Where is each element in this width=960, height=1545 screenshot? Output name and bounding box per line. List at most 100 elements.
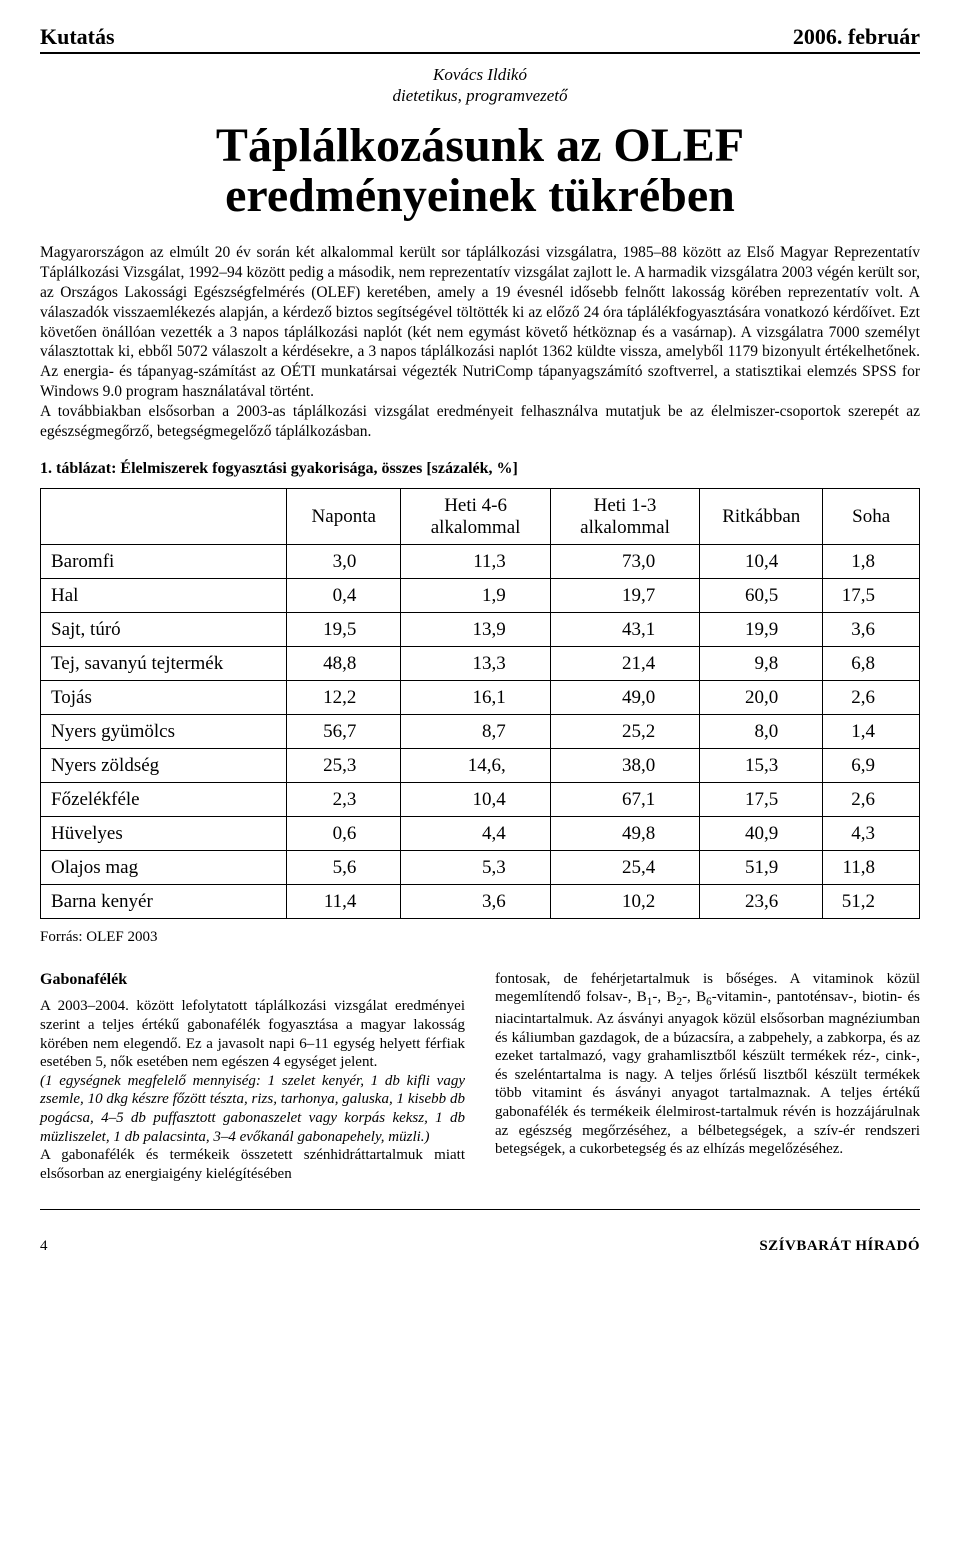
row-value: 5,6 — [287, 850, 401, 884]
table-row: Hal0,41,919,760,517,5 — [41, 578, 920, 612]
row-value: 17,5 — [700, 782, 823, 816]
table-header-cell: Soha — [823, 488, 920, 544]
issue-date: 2006. február — [793, 24, 920, 50]
row-value: 1,4 — [823, 714, 920, 748]
row-label: Baromfi — [41, 544, 287, 578]
table-header-cell: Heti 1-3alkalommal — [550, 488, 699, 544]
row-value: 20,0 — [700, 680, 823, 714]
row-value: 38,0 — [550, 748, 699, 782]
header-rule — [40, 52, 920, 54]
row-value: 56,7 — [287, 714, 401, 748]
row-value: 3,6 — [823, 612, 920, 646]
row-value: 25,3 — [287, 748, 401, 782]
row-label: Nyers zöldség — [41, 748, 287, 782]
row-value: 3,6 — [401, 884, 550, 918]
row-value: 4,3 — [823, 816, 920, 850]
table-head: NapontaHeti 4-6alkalommalHeti 1-3alkalom… — [41, 488, 920, 544]
table-row: Sajt, túró19,513,943,119,93,6 — [41, 612, 920, 646]
header-row: Kutatás 2006. február — [40, 24, 920, 50]
row-value: 4,4 — [401, 816, 550, 850]
row-value: 23,6 — [700, 884, 823, 918]
table-header-cell: Naponta — [287, 488, 401, 544]
table-row: Nyers zöldség25,314,6,38,015,36,9 — [41, 748, 920, 782]
row-value: 3,0 — [287, 544, 401, 578]
row-value: 0,6 — [287, 816, 401, 850]
row-value: 15,3 — [700, 748, 823, 782]
row-value: 2,6 — [823, 782, 920, 816]
table-row: Nyers gyümölcs56,78,725,28,01,4 — [41, 714, 920, 748]
row-value: 10,4 — [700, 544, 823, 578]
row-value: 43,1 — [550, 612, 699, 646]
left-column-heading: Gabonafélék — [40, 970, 465, 990]
table-row: Tojás12,216,149,020,02,6 — [41, 680, 920, 714]
row-value: 60,5 — [700, 578, 823, 612]
row-value: 10,4 — [401, 782, 550, 816]
row-value: 51,2 — [823, 884, 920, 918]
row-value: 11,3 — [401, 544, 550, 578]
row-value: 10,2 — [550, 884, 699, 918]
table-source: Forrás: OLEF 2003 — [40, 929, 920, 946]
row-label: Sajt, túró — [41, 612, 287, 646]
row-value: 8,0 — [700, 714, 823, 748]
left-column: Gabonafélék A 2003–2004. között lefolyta… — [40, 970, 465, 1184]
row-value: 48,8 — [287, 646, 401, 680]
row-label: Hal — [41, 578, 287, 612]
author-block: Kovács Ildikó dietetikus, programvezető — [40, 64, 920, 107]
table-row: Tej, savanyú tejtermék48,813,321,49,86,8 — [41, 646, 920, 680]
table-row: Barna kenyér11,43,610,223,651,2 — [41, 884, 920, 918]
table-row: Hüvelyes0,64,449,840,94,3 — [41, 816, 920, 850]
table-header-cell: Ritkábban — [700, 488, 823, 544]
row-value: 51,9 — [700, 850, 823, 884]
row-value: 73,0 — [550, 544, 699, 578]
two-column-section: Gabonafélék A 2003–2004. között lefolyta… — [40, 970, 920, 1184]
row-value: 49,8 — [550, 816, 699, 850]
row-value: 8,7 — [401, 714, 550, 748]
row-label: Hüvelyes — [41, 816, 287, 850]
row-value: 13,3 — [401, 646, 550, 680]
table-row: Baromfi3,011,373,010,41,8 — [41, 544, 920, 578]
author-name: Kovács Ildikó — [40, 64, 920, 85]
table-caption: 1. táblázat: Élelmiszerek fogyasztási gy… — [40, 460, 920, 478]
row-value: 2,3 — [287, 782, 401, 816]
title-line-1: Táplálkozásunk az OLEF — [216, 119, 744, 172]
title-line-2: eredményeinek tükrében — [225, 169, 735, 222]
row-value: 40,9 — [700, 816, 823, 850]
row-label: Olajos mag — [41, 850, 287, 884]
row-label: Nyers gyümölcs — [41, 714, 287, 748]
row-label: Tej, savanyú tejtermék — [41, 646, 287, 680]
row-value: 25,2 — [550, 714, 699, 748]
row-value: 1,8 — [823, 544, 920, 578]
right-column: fontosak, de fehérjetartalmuk is bőséges… — [495, 970, 920, 1184]
row-label: Főzelékféle — [41, 782, 287, 816]
left-col-p2: (1 egységnek megfelelő mennyiség: 1 szel… — [40, 1073, 465, 1145]
row-label: Barna kenyér — [41, 884, 287, 918]
row-value: 17,5 — [823, 578, 920, 612]
food-frequency-table: NapontaHeti 4-6alkalommalHeti 1-3alkalom… — [40, 488, 920, 919]
article-title: Táplálkozásunk az OLEF eredményeinek tük… — [40, 121, 920, 222]
row-value: 13,9 — [401, 612, 550, 646]
row-value: 49,0 — [550, 680, 699, 714]
left-col-p3: A gabonafélék és termékeik összetett szé… — [40, 1147, 465, 1182]
page-number: 4 — [40, 1238, 48, 1255]
table-row: Főzelékféle2,310,467,117,52,6 — [41, 782, 920, 816]
row-label: Tojás — [41, 680, 287, 714]
row-value: 6,9 — [823, 748, 920, 782]
row-value: 9,8 — [700, 646, 823, 680]
footer-rule — [40, 1209, 920, 1210]
author-role: dietetikus, programvezető — [40, 85, 920, 106]
table-row: Olajos mag5,65,325,451,911,8 — [41, 850, 920, 884]
table-header-empty — [41, 488, 287, 544]
row-value: 19,9 — [700, 612, 823, 646]
table-header-cell: Heti 4-6alkalommal — [401, 488, 550, 544]
row-value: 14,6, — [401, 748, 550, 782]
row-value: 0,4 — [287, 578, 401, 612]
row-value: 25,4 — [550, 850, 699, 884]
intro-paragraph: Magyarországon az elmúlt 20 év során két… — [40, 243, 920, 441]
row-value: 21,4 — [550, 646, 699, 680]
table-body: Baromfi3,011,373,010,41,8Hal0,41,919,760… — [41, 544, 920, 918]
row-value: 19,5 — [287, 612, 401, 646]
row-value: 19,7 — [550, 578, 699, 612]
publication-name: SZÍVBARÁT HÍRADÓ — [759, 1238, 920, 1255]
row-value: 11,8 — [823, 850, 920, 884]
row-value: 67,1 — [550, 782, 699, 816]
